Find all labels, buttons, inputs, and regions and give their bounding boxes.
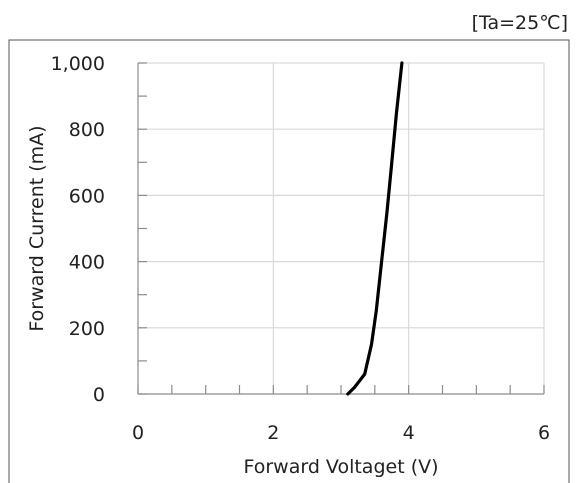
- y-axis-title: Forward Current (mA): [26, 125, 48, 331]
- x-tick-label: 6: [538, 422, 550, 444]
- grid-lines: [138, 62, 545, 394]
- x-axis-title: Forward Voltaget (V): [243, 456, 438, 478]
- series-layer: [346, 61, 404, 396]
- y-tick-label: 800: [69, 119, 105, 141]
- x-tick-label: 4: [403, 422, 415, 444]
- y-tick-label: 400: [69, 252, 105, 274]
- chart-frame: [8, 39, 570, 483]
- y-tick-label: 600: [69, 185, 105, 207]
- y-tick-label: 0: [93, 384, 105, 406]
- tick-labels: 0 2 4 6 0 200 400 600 800 1,000: [51, 53, 550, 444]
- condition-label: [Ta=25℃]: [472, 12, 568, 34]
- x-tick-label: 0: [132, 422, 144, 444]
- series-line: [346, 61, 404, 396]
- x-tick-label: 2: [267, 422, 279, 444]
- y-tick-label: 1,000: [51, 53, 105, 75]
- axes: [137, 62, 545, 395]
- y-tick-label: 200: [69, 318, 105, 340]
